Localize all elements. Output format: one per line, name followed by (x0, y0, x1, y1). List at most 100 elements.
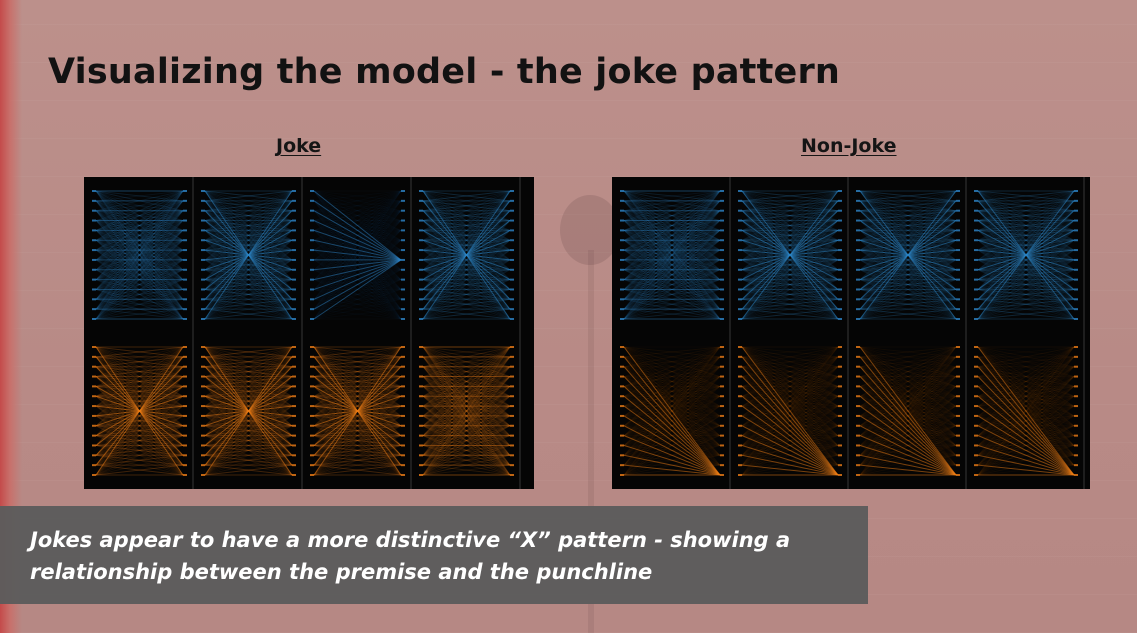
attention-line (623, 376, 721, 427)
attention-line (977, 239, 1075, 261)
attention-line (313, 376, 402, 397)
token-tick (292, 444, 296, 447)
attention-line (623, 385, 721, 437)
attention-line (623, 249, 721, 300)
attention-line (313, 200, 402, 251)
token-tick (738, 414, 742, 417)
token-tick (738, 209, 742, 212)
attention-line (977, 220, 1075, 300)
attention-line (95, 190, 184, 271)
attention-line (741, 210, 839, 231)
token-tick (201, 268, 205, 271)
attention-line (859, 346, 957, 368)
attention-line (741, 346, 839, 427)
attention-line (95, 239, 184, 271)
token-tick (92, 375, 96, 378)
attention-line (977, 220, 1075, 281)
attention-line (313, 220, 402, 281)
attention-line (204, 269, 293, 300)
attention-line (859, 269, 957, 300)
attention-line (422, 210, 511, 231)
attention-line (204, 356, 293, 417)
attention-line (422, 249, 511, 290)
attention-line (623, 220, 721, 231)
attention-line (977, 395, 1075, 446)
attention-line (741, 405, 839, 476)
attention-line (623, 425, 721, 437)
attention-line (741, 259, 839, 310)
attention-line (313, 356, 402, 397)
attention-line (977, 346, 1075, 417)
attention-line (95, 269, 184, 290)
attention-cell (201, 346, 296, 476)
attention-line (623, 288, 721, 320)
attention-line (313, 366, 402, 387)
attention-line (741, 376, 839, 446)
token-tick (738, 308, 742, 311)
attention-line (741, 395, 839, 466)
attention-line (422, 220, 511, 261)
token-tick (310, 355, 314, 358)
token-tick (310, 444, 314, 447)
attention-line (859, 376, 957, 437)
attention-line (741, 415, 839, 437)
attention-line (204, 210, 293, 231)
attention-line (623, 259, 721, 300)
attention-line (741, 366, 839, 378)
attention-line (741, 376, 839, 437)
attention-cell (974, 346, 1078, 476)
attention-line (741, 220, 839, 281)
token-tick (183, 454, 187, 457)
attention-line (422, 259, 511, 281)
token-tick (292, 464, 296, 467)
attention-line (623, 210, 721, 241)
attention-line (313, 200, 402, 212)
attention-line (859, 259, 957, 310)
attention-line (422, 356, 511, 466)
attention-line (623, 259, 721, 271)
attention-line (623, 190, 721, 280)
attention-line (859, 385, 957, 456)
attention-line (741, 249, 839, 310)
attention-line (741, 190, 839, 290)
token-tick (510, 395, 514, 398)
attention-line (95, 415, 184, 476)
attention-line (204, 415, 293, 456)
attention-line (422, 454, 511, 466)
attention-line (204, 356, 293, 378)
token-tick (401, 424, 405, 427)
token-tick (401, 444, 405, 447)
attention-line (422, 376, 511, 437)
attention-line (204, 346, 293, 466)
attention-line (204, 249, 293, 320)
attention-line (313, 356, 402, 387)
token-tick (856, 434, 860, 437)
attention-line (859, 376, 957, 476)
attention-line (313, 366, 402, 387)
token-tick (92, 190, 96, 192)
attention-line (204, 200, 293, 251)
token-tick (401, 199, 405, 202)
attention-line (859, 200, 957, 320)
attention-line (95, 230, 184, 310)
attention-line (623, 200, 721, 290)
attention-line (422, 229, 511, 251)
attention-line (623, 376, 721, 437)
attention-line (95, 239, 184, 251)
attention-line (313, 200, 402, 222)
attention-line (741, 220, 839, 271)
attention-line (859, 190, 957, 271)
attention-line (859, 190, 957, 261)
attention-line (623, 376, 721, 456)
attention-line (422, 366, 511, 446)
attention-line (623, 415, 721, 437)
token-tick (838, 209, 842, 212)
attention-line (859, 249, 957, 320)
attention-line (204, 190, 293, 310)
attention-line (422, 279, 511, 300)
attention-line (623, 249, 721, 271)
attention-line (623, 366, 721, 397)
attention-line (977, 190, 1075, 271)
attention-line (859, 249, 957, 310)
attention-line (313, 366, 402, 446)
